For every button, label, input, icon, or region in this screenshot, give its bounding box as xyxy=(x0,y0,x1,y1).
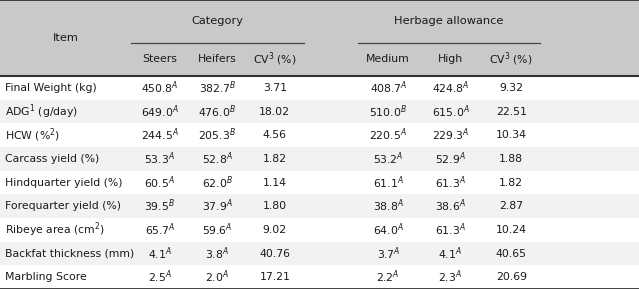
Text: 4.56: 4.56 xyxy=(263,130,287,140)
Text: Heifers: Heifers xyxy=(198,54,236,64)
Text: 40.65: 40.65 xyxy=(496,249,527,258)
Text: 37.9$^{A}$: 37.9$^{A}$ xyxy=(202,198,233,214)
Text: 205.3$^{B}$: 205.3$^{B}$ xyxy=(198,127,236,143)
Text: 3.71: 3.71 xyxy=(263,83,287,93)
Text: Backfat thickness (mm): Backfat thickness (mm) xyxy=(5,249,134,258)
Text: 450.8$^{A}$: 450.8$^{A}$ xyxy=(141,79,178,96)
Text: Medium: Medium xyxy=(366,54,410,64)
Text: 61.1$^{A}$: 61.1$^{A}$ xyxy=(373,174,404,191)
Bar xyxy=(0,194,639,218)
Text: 20.69: 20.69 xyxy=(496,272,527,282)
Text: 2.3$^{A}$: 2.3$^{A}$ xyxy=(438,269,463,286)
Text: 53.3$^{A}$: 53.3$^{A}$ xyxy=(144,151,175,167)
Text: 1.80: 1.80 xyxy=(263,201,287,211)
Text: High: High xyxy=(438,54,463,64)
Text: 1.82: 1.82 xyxy=(499,177,523,188)
Text: Steers: Steers xyxy=(142,54,177,64)
Text: 3.7$^{A}$: 3.7$^{A}$ xyxy=(376,245,400,262)
Text: Hindquarter yield (%): Hindquarter yield (%) xyxy=(5,177,123,188)
Text: 229.3$^{A}$: 229.3$^{A}$ xyxy=(432,127,469,143)
Text: Item: Item xyxy=(52,33,79,43)
Text: 22.51: 22.51 xyxy=(496,107,527,116)
Text: 38.6$^{A}$: 38.6$^{A}$ xyxy=(435,198,466,214)
Text: 62.0$^{B}$: 62.0$^{B}$ xyxy=(202,174,233,191)
Text: 4.1$^{A}$: 4.1$^{A}$ xyxy=(148,245,172,262)
Text: 53.2$^{A}$: 53.2$^{A}$ xyxy=(373,151,403,167)
Text: Final Weight (kg): Final Weight (kg) xyxy=(5,83,97,93)
Text: 1.82: 1.82 xyxy=(263,154,287,164)
Text: 1.14: 1.14 xyxy=(263,177,287,188)
Text: 60.5$^{A}$: 60.5$^{A}$ xyxy=(144,174,175,191)
Text: Carcass yield (%): Carcass yield (%) xyxy=(5,154,99,164)
Bar xyxy=(0,242,639,265)
Text: 9.32: 9.32 xyxy=(499,83,523,93)
Text: 2.87: 2.87 xyxy=(499,201,523,211)
Text: 9.02: 9.02 xyxy=(263,225,287,235)
Text: 382.7$^{B}$: 382.7$^{B}$ xyxy=(199,79,236,96)
Text: 1.88: 1.88 xyxy=(499,154,523,164)
Text: CV$^3$ (%): CV$^3$ (%) xyxy=(253,51,296,68)
Text: ADG$^1$ (g/day): ADG$^1$ (g/day) xyxy=(5,102,78,121)
Text: 61.3$^{A}$: 61.3$^{A}$ xyxy=(435,174,466,191)
Text: 2.2$^{A}$: 2.2$^{A}$ xyxy=(376,269,400,286)
Bar xyxy=(0,123,639,147)
Bar xyxy=(0,147,639,171)
Text: 38.8$^{A}$: 38.8$^{A}$ xyxy=(373,198,404,214)
Text: 64.0$^{A}$: 64.0$^{A}$ xyxy=(373,222,404,238)
Text: 2.0$^{A}$: 2.0$^{A}$ xyxy=(205,269,229,286)
Text: 615.0$^{A}$: 615.0$^{A}$ xyxy=(431,103,470,120)
Text: 2.5$^{A}$: 2.5$^{A}$ xyxy=(148,269,172,286)
Text: 424.8$^{A}$: 424.8$^{A}$ xyxy=(432,79,469,96)
Bar xyxy=(0,218,639,242)
Text: 65.7$^{A}$: 65.7$^{A}$ xyxy=(144,222,175,238)
Text: 649.0$^{A}$: 649.0$^{A}$ xyxy=(141,103,179,120)
Text: 18.02: 18.02 xyxy=(259,107,290,116)
Text: 244.5$^{A}$: 244.5$^{A}$ xyxy=(141,127,179,143)
Text: 39.5$^{B}$: 39.5$^{B}$ xyxy=(144,198,175,214)
Bar xyxy=(0,171,639,194)
Text: Forequarter yield (%): Forequarter yield (%) xyxy=(5,201,121,211)
Text: 408.7$^{A}$: 408.7$^{A}$ xyxy=(370,79,406,96)
Text: Herbage allowance: Herbage allowance xyxy=(394,16,504,26)
Text: 220.5$^{A}$: 220.5$^{A}$ xyxy=(369,127,407,143)
Text: 17.21: 17.21 xyxy=(259,272,290,282)
Text: 10.34: 10.34 xyxy=(496,130,527,140)
Text: 61.3$^{A}$: 61.3$^{A}$ xyxy=(435,222,466,238)
Text: 40.76: 40.76 xyxy=(259,249,290,258)
Text: 3.8$^{A}$: 3.8$^{A}$ xyxy=(205,245,229,262)
Bar xyxy=(0,76,639,100)
Bar xyxy=(0,265,639,289)
Text: 4.1$^{A}$: 4.1$^{A}$ xyxy=(438,245,463,262)
Text: 476.0$^{B}$: 476.0$^{B}$ xyxy=(198,103,236,120)
Text: HCW (%$^2$): HCW (%$^2$) xyxy=(5,126,60,144)
Text: CV$^3$ (%): CV$^3$ (%) xyxy=(489,51,533,68)
Text: Marbling Score: Marbling Score xyxy=(5,272,87,282)
Text: Category: Category xyxy=(191,16,243,26)
Text: 52.8$^{A}$: 52.8$^{A}$ xyxy=(202,151,233,167)
Text: 59.6$^{A}$: 59.6$^{A}$ xyxy=(202,222,233,238)
Text: 510.0$^{B}$: 510.0$^{B}$ xyxy=(369,103,407,120)
Text: 52.9$^{A}$: 52.9$^{A}$ xyxy=(435,151,466,167)
Text: Ribeye area (cm$^2$): Ribeye area (cm$^2$) xyxy=(5,221,105,239)
Text: 10.24: 10.24 xyxy=(496,225,527,235)
Bar xyxy=(0,100,639,123)
